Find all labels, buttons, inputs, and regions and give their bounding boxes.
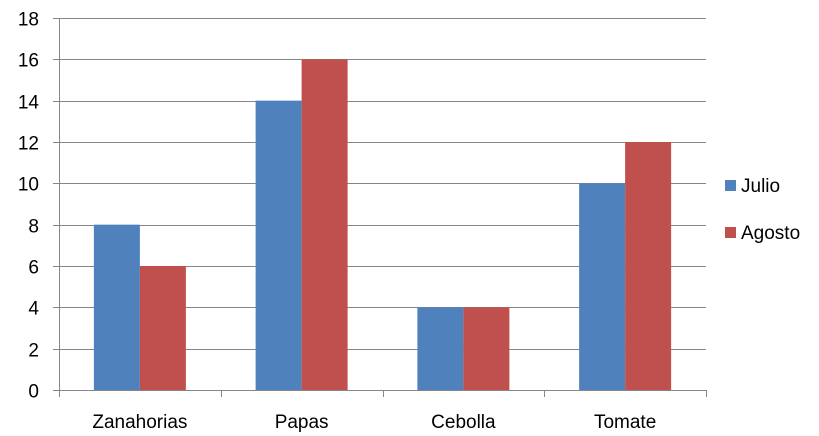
y-tick-label-4: 4 <box>28 299 39 320</box>
axes <box>53 18 707 397</box>
bar-agosto-zanahorias <box>139 266 186 390</box>
legend-swatch-agosto <box>725 227 736 238</box>
bar-julio-tomate <box>579 183 626 390</box>
legend-label-julio: Julio <box>741 176 780 197</box>
legend-swatch-julio <box>725 180 736 191</box>
bar-julio-zanahorias <box>93 224 140 390</box>
x-category-label-zanahorias: Zanahorias <box>92 412 187 433</box>
bar-agosto-tomate <box>625 142 672 390</box>
y-axis-tick-labels: 0 2 4 6 8 10 12 14 16 18 <box>18 10 40 403</box>
legend-label-agosto: Agosto <box>741 223 800 244</box>
x-category-label-papas: Papas <box>275 412 329 433</box>
bar-agosto-papas <box>301 59 348 390</box>
y-tick-label-10: 10 <box>18 175 39 196</box>
y-tick-label-16: 16 <box>18 51 39 72</box>
y-tick-label-6: 6 <box>28 258 39 279</box>
x-axis-category-labels: Zanahorias Papas Cebolla Tomate <box>92 412 656 433</box>
bar-julio-cebolla <box>417 307 464 390</box>
legend: Julio Agosto <box>725 176 800 244</box>
bar-julio-papas <box>255 100 302 391</box>
y-tick-label-12: 12 <box>18 134 39 155</box>
y-tick-label-14: 14 <box>18 93 40 114</box>
y-tick-label-8: 8 <box>28 217 39 238</box>
x-category-label-tomate: Tomate <box>594 412 656 433</box>
x-category-label-cebolla: Cebolla <box>431 412 496 433</box>
y-tick-label-18: 18 <box>18 10 39 31</box>
bar-agosto-cebolla <box>463 307 510 390</box>
y-tick-label-0: 0 <box>28 382 39 403</box>
bars <box>93 59 672 391</box>
y-tick-label-2: 2 <box>28 341 39 362</box>
